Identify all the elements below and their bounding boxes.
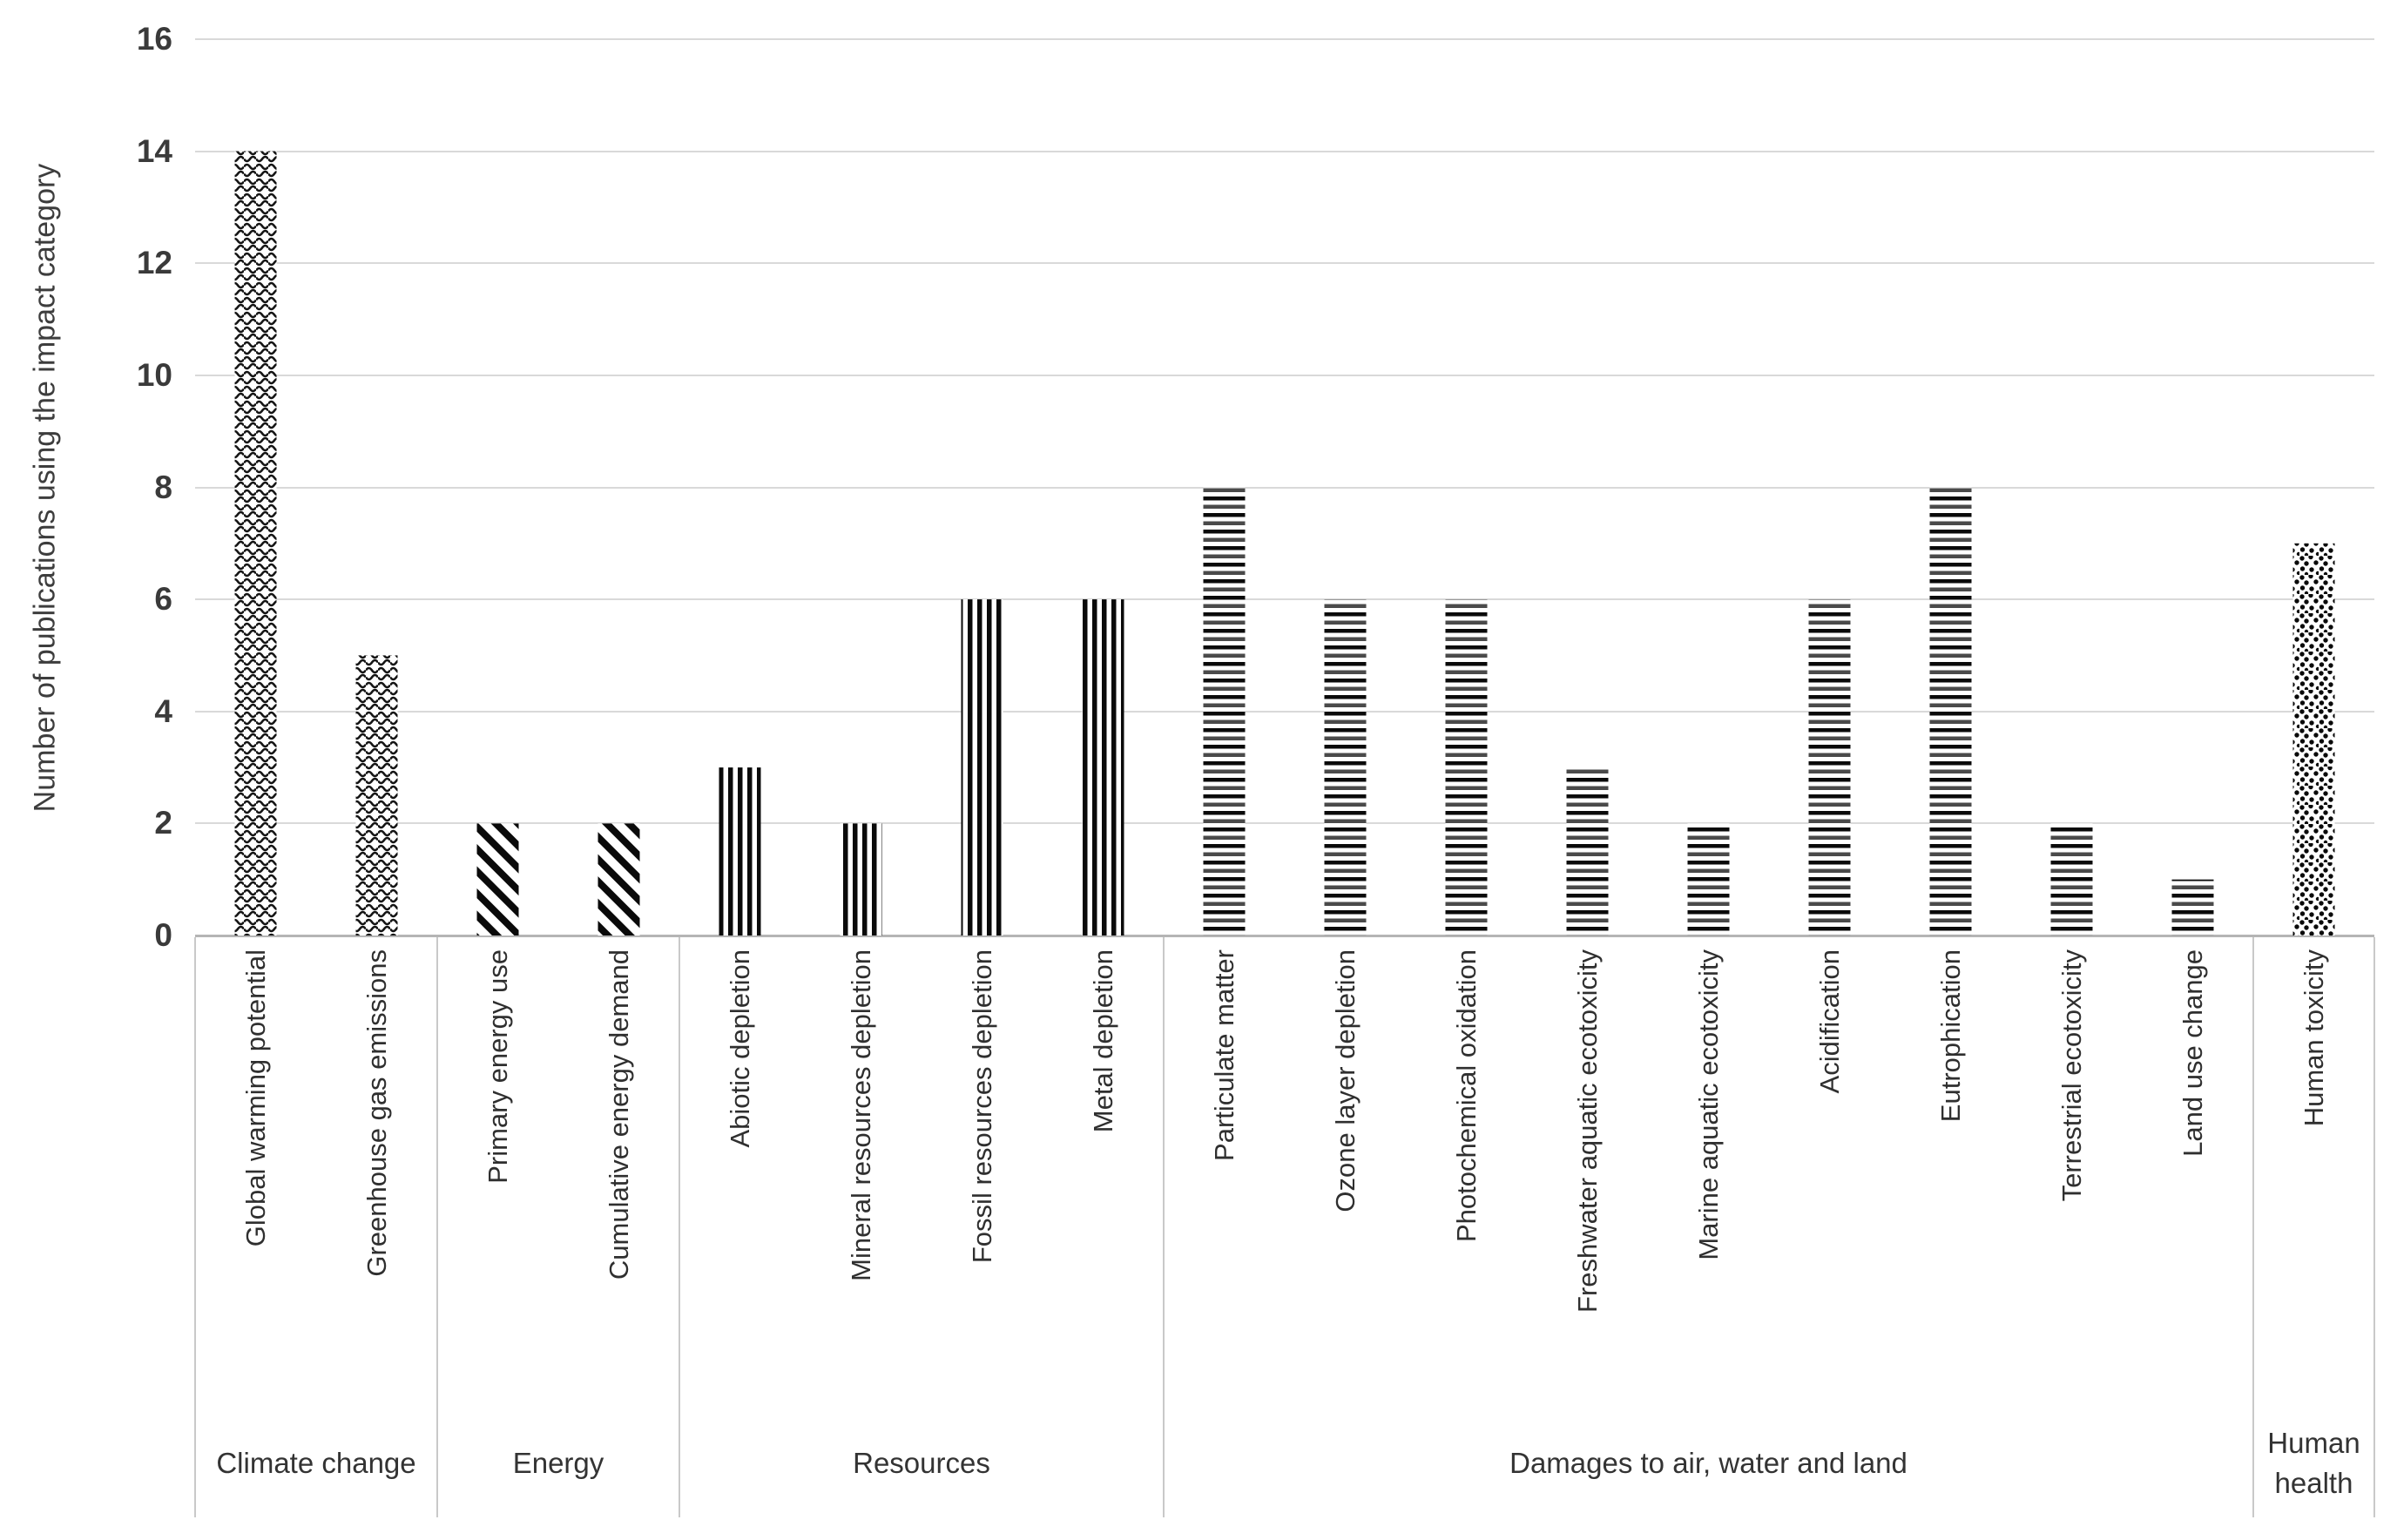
x-axis-line <box>195 935 2374 937</box>
y-tick-label: 0 <box>154 917 172 953</box>
y-tick-label: 10 <box>136 356 172 393</box>
y-tick-label: 2 <box>154 805 172 841</box>
bar-ozone-layer-depletion <box>1324 599 1367 935</box>
category-label-marine-aquatic-ecotoxicity: Marine aquatic ecotoxicity <box>1692 949 1724 1260</box>
bar-photochemical-oxidation <box>1445 599 1488 935</box>
group-separator <box>2373 937 2375 1517</box>
bar-metal-depletion <box>1082 599 1124 935</box>
category-label-eutrophication: Eutrophication <box>1934 949 1966 1123</box>
group-label-damages-to-air-water-and-land: Damages to air, water and land <box>1509 1447 1907 1479</box>
y-tick-label: 16 <box>136 21 172 57</box>
group-separator <box>679 937 680 1517</box>
category-label-primary-energy-use: Primary energy use <box>482 949 513 1184</box>
y-tick-label: 12 <box>136 245 172 281</box>
category-label-acidification: Acidification <box>1813 949 1845 1094</box>
bar-global-warming-potential <box>234 151 277 936</box>
category-label-particulate-matter: Particulate matter <box>1208 949 1239 1161</box>
category-label-land-use-change: Land use change <box>2177 949 2208 1157</box>
bar-abiotic-depletion <box>719 767 761 935</box>
bar-terrestrial-ecotoxicity <box>2050 823 2093 935</box>
y-tick-label: 4 <box>154 692 172 729</box>
bar-eutrophication <box>1929 487 1972 935</box>
group-label-energy: Energy <box>512 1447 604 1479</box>
category-label-cumulative-energy-demand: Cumulative energy demand <box>603 949 634 1280</box>
category-label-freshwater-aquatic-ecotoxicity: Freshwater aquatic ecotoxicity <box>1571 949 1603 1313</box>
group-label-human-health: Human health <box>2267 1427 2360 1499</box>
bar-land-use-change <box>2171 879 2214 935</box>
bar-marine-aquatic-ecotoxicity <box>1687 823 1730 935</box>
bar-acidification <box>1808 599 1851 935</box>
y-tick-label: 6 <box>154 581 172 618</box>
category-label-ozone-layer-depletion: Ozone layer depletion <box>1329 949 1361 1212</box>
gridline <box>195 486 2374 489</box>
gridline <box>195 374 2374 376</box>
bar-particulate-matter <box>1203 487 1246 935</box>
category-label-human-toxicity: Human toxicity <box>2298 949 2329 1127</box>
group-label-climate-change: Climate change <box>216 1447 416 1479</box>
gridline <box>195 38 2374 40</box>
gridline <box>195 710 2374 713</box>
group-separator <box>194 937 196 1517</box>
bar-human-toxicity <box>2292 543 2335 935</box>
category-label-metal-depletion: Metal depletion <box>1087 949 1118 1133</box>
category-label-abiotic-depletion: Abiotic depletion <box>724 949 755 1148</box>
group-separator <box>436 937 438 1517</box>
group-separator <box>2252 937 2254 1517</box>
gridline <box>195 150 2374 152</box>
bars-group <box>234 151 2335 936</box>
y-tick-label: 14 <box>136 132 172 169</box>
gridline <box>195 822 2374 825</box>
bar-greenhouse-gas-emissions <box>355 655 398 935</box>
y-tick-label: 8 <box>154 469 172 505</box>
group-separator <box>1163 937 1165 1517</box>
bar-cumulative-energy-demand <box>598 823 640 935</box>
bar-mineral-resources-depletion <box>840 823 882 935</box>
category-label-fossil-resources-depletion: Fossil resources depletion <box>966 949 997 1264</box>
gridline <box>195 262 2374 265</box>
group-label-resources: Resources <box>853 1447 990 1479</box>
bar-freshwater-aquatic-ecotoxicity <box>1566 767 1609 935</box>
bar-fossil-resources-depletion <box>961 599 1003 935</box>
category-label-photochemical-oxidation: Photochemical oxidation <box>1450 949 1482 1243</box>
category-label-greenhouse-gas-emissions: Greenhouse gas emissions <box>361 949 392 1277</box>
category-label-terrestrial-ecotoxicity: Terrestrial ecotoxicity <box>2056 949 2087 1202</box>
bar-primary-energy-use <box>476 823 519 935</box>
category-label-global-warming-potential: Global warming potential <box>240 949 271 1247</box>
gridline <box>195 598 2374 601</box>
category-label-mineral-resources-depletion: Mineral resources depletion <box>845 949 876 1281</box>
